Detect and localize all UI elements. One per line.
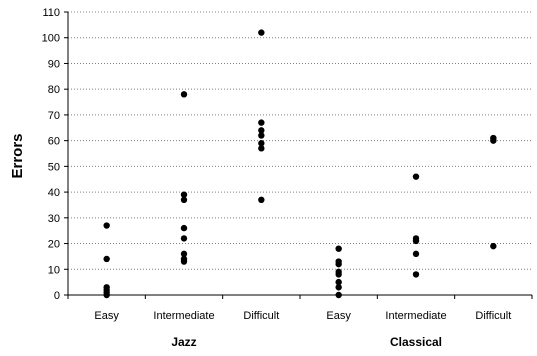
- group-label: Classical: [390, 335, 442, 349]
- data-point: [258, 132, 265, 139]
- y-tick-label: 40: [48, 187, 60, 199]
- data-point: [412, 173, 420, 180]
- y-tick-label: 30: [48, 213, 60, 225]
- y-tick-label: 90: [48, 58, 60, 70]
- data-point: [103, 255, 110, 263]
- data-point: [103, 222, 110, 229]
- data-point: [180, 191, 188, 198]
- y-tick-label: 20: [48, 239, 60, 251]
- data-points: [103, 29, 497, 299]
- data-point: [103, 291, 110, 299]
- y-tick-label: 80: [48, 84, 60, 96]
- data-point: [258, 127, 265, 134]
- x-tick-label: Easy: [326, 310, 351, 322]
- gridlines: [68, 11, 532, 270]
- data-point: [335, 260, 342, 268]
- data-point: [180, 258, 188, 265]
- x-tick-label: Difficult: [475, 310, 511, 322]
- y-axis-title: Errors: [9, 133, 26, 178]
- data-point: [490, 137, 497, 144]
- x-tick-label: Difficult: [243, 310, 279, 322]
- y-tick-label: 10: [48, 264, 60, 276]
- data-point: [335, 245, 342, 252]
- data-point: [258, 140, 265, 147]
- y-tick-labels: 0 10 20 30 40 50 60 70 80 90 100 110: [42, 7, 60, 302]
- data-point: [180, 224, 188, 232]
- data-point: [412, 271, 420, 278]
- data-point: [335, 271, 342, 278]
- x-tick-label: Intermediate: [385, 310, 446, 322]
- data-point: [335, 278, 342, 286]
- y-tick-label: 0: [54, 290, 60, 302]
- data-point: [335, 291, 342, 299]
- y-tick-label: 60: [48, 136, 60, 148]
- data-point: [490, 242, 497, 250]
- data-point: [412, 237, 420, 245]
- data-point: [180, 235, 188, 242]
- group-labels: Jazz Classical: [171, 335, 442, 349]
- y-tick-label: 70: [48, 110, 60, 122]
- data-point: [335, 284, 342, 291]
- y-tick-label: 110: [42, 7, 60, 19]
- data-point: [258, 145, 265, 152]
- axes: [64, 11, 533, 299]
- data-point: [258, 29, 265, 36]
- data-point: [258, 119, 265, 126]
- y-tick-label: 100: [42, 33, 60, 45]
- x-tick-label: Easy: [94, 310, 119, 322]
- group-label: Jazz: [171, 335, 196, 349]
- x-tick-labels: Easy Intermediate Difficult Easy Intermediat…: [94, 310, 511, 322]
- data-point: [180, 196, 188, 204]
- data-point: [412, 250, 420, 258]
- y-tick-label: 50: [48, 161, 60, 173]
- x-tick-label: Intermediate: [153, 310, 214, 322]
- data-point: [180, 91, 188, 98]
- data-point: [258, 196, 265, 204]
- data-point: [180, 250, 188, 258]
